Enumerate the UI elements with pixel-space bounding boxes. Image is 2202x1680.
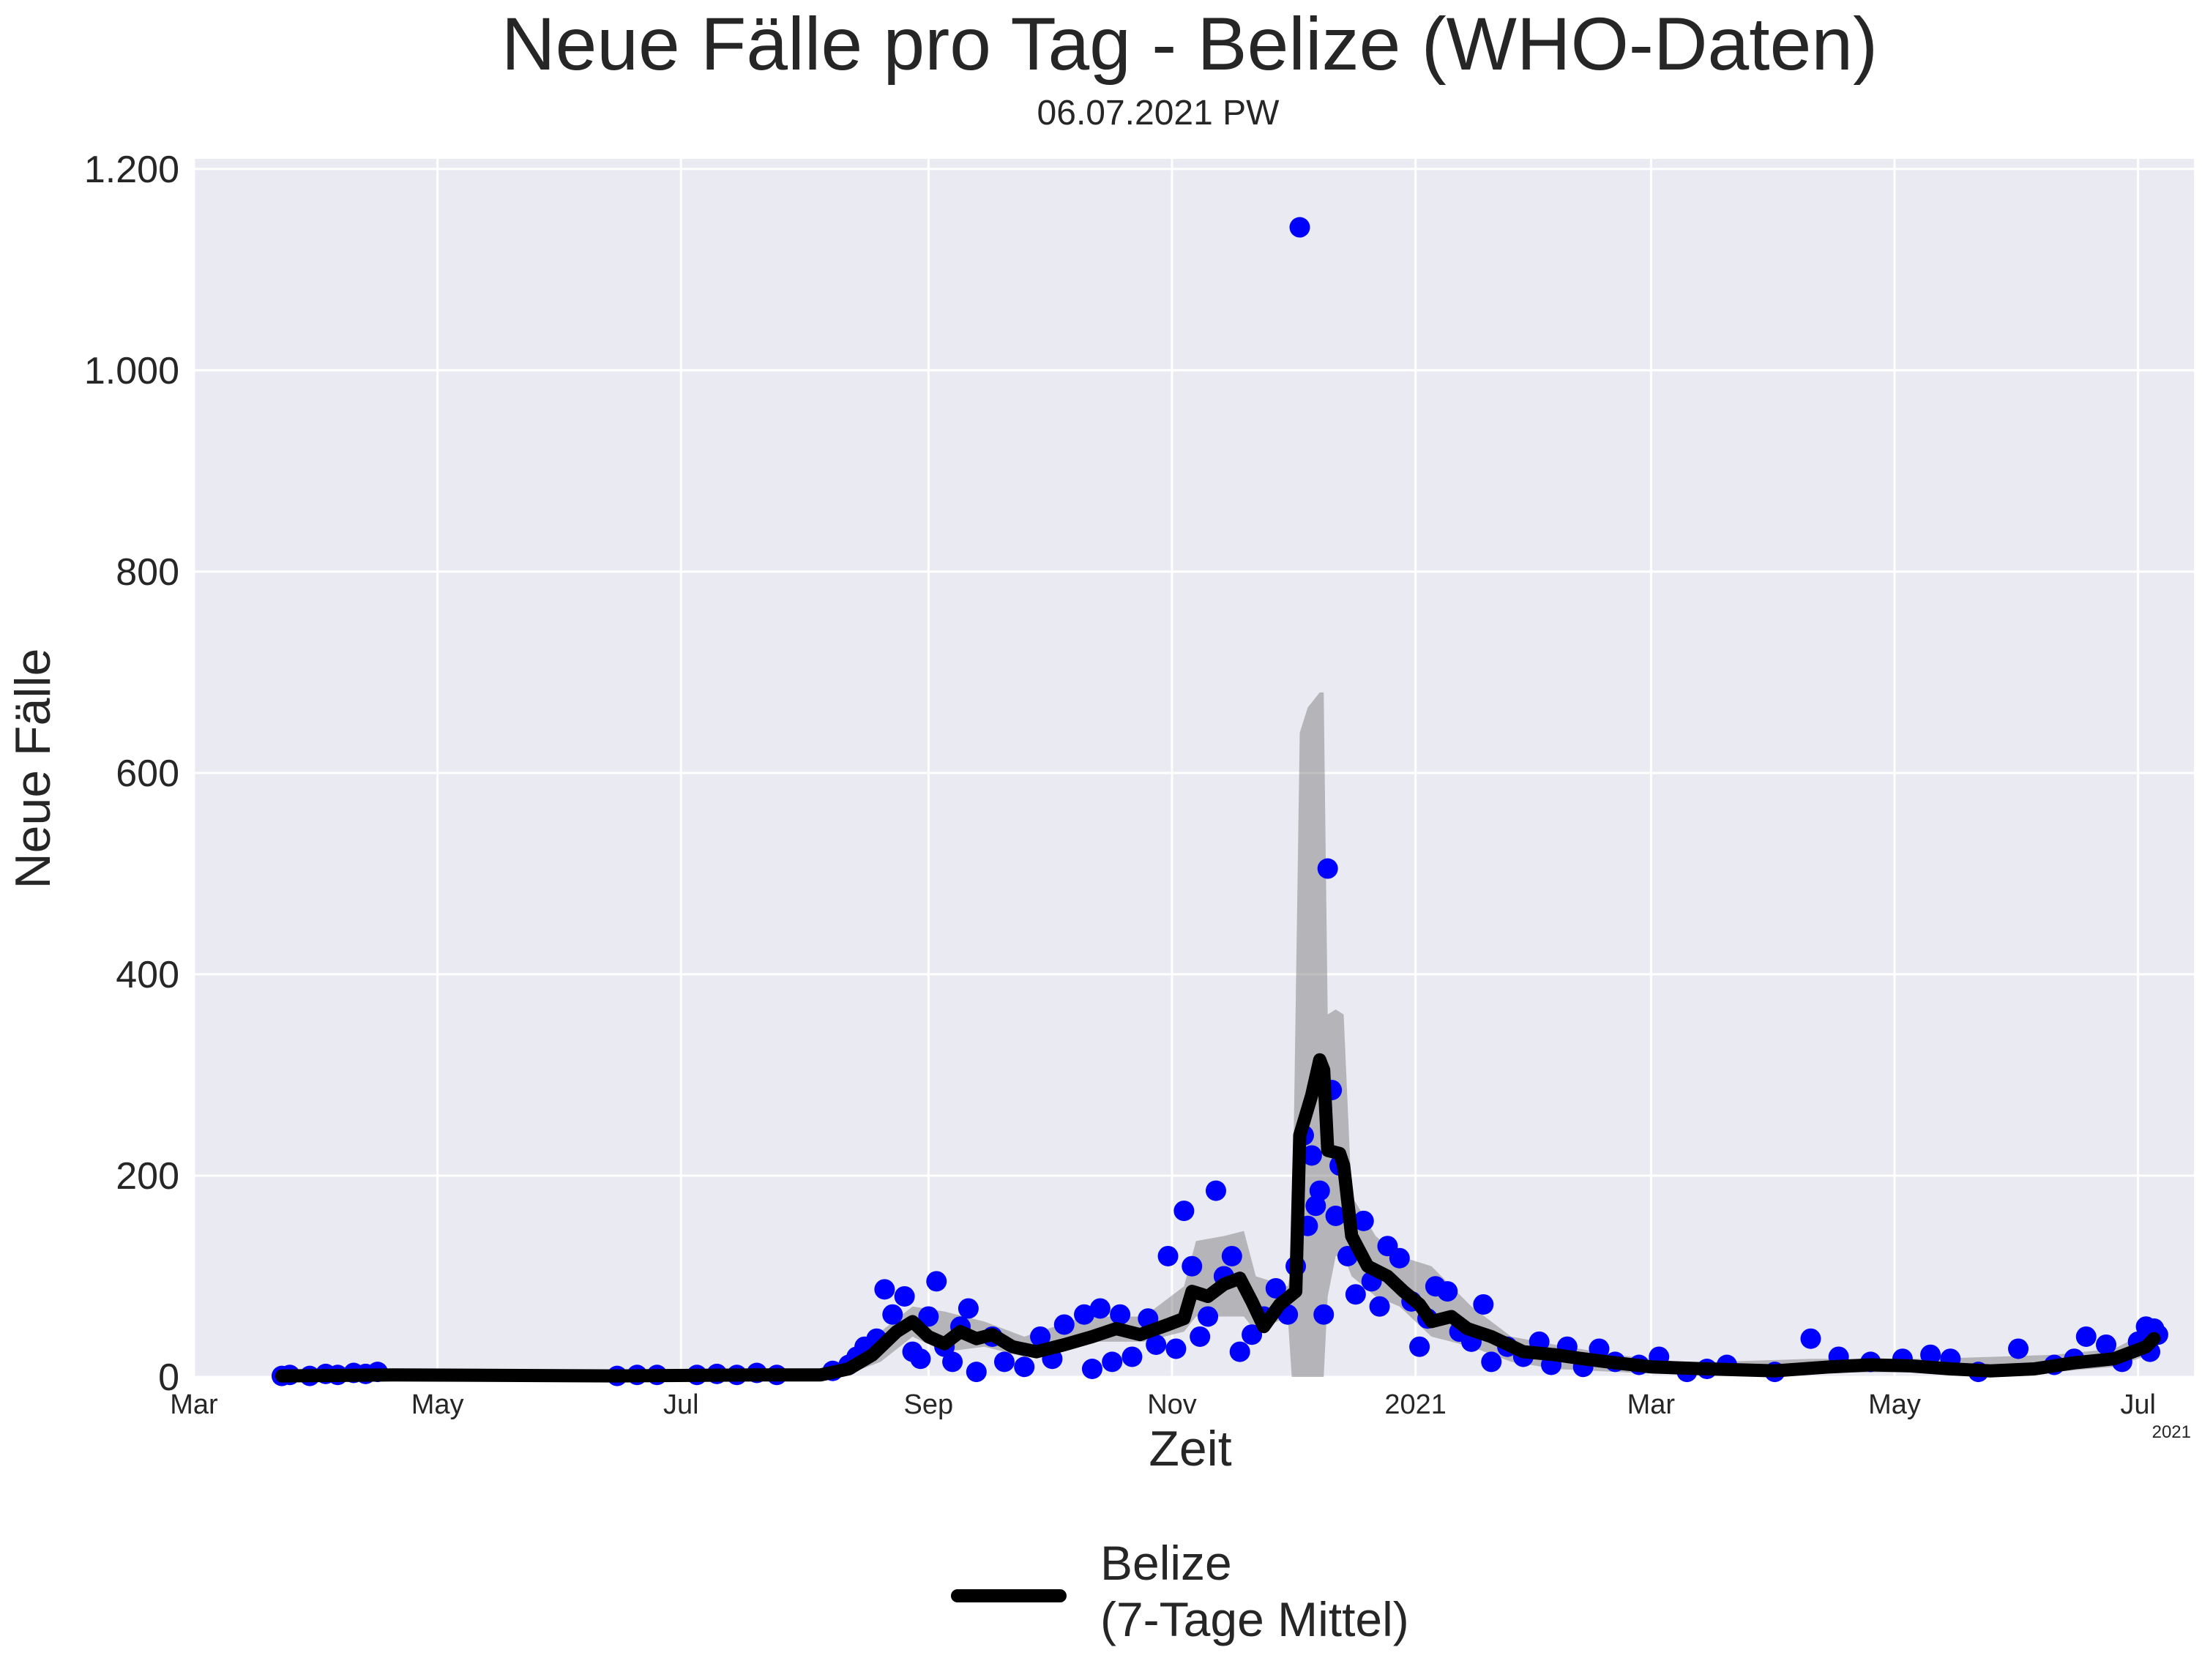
data-point [1121,1346,1143,1367]
x-axis-label: Zeit [1149,1421,1231,1476]
data-point [1920,1344,1941,1365]
chart-title: Neue Fälle pro Tag - Belize (WHO-Daten) [501,2,1878,86]
data-point [1301,1145,1322,1166]
y-axis-label: Neue Fälle [5,649,61,889]
chart-subtitle: 06.07.2021 PW [1037,94,1280,132]
data-point [958,1298,979,1319]
data-point [966,1362,987,1383]
legend: Belize (7-Tage Mittel) [951,1536,1409,1646]
data-point [1221,1245,1242,1266]
data-point [918,1306,939,1327]
y-tick-label: 0 [158,1356,179,1399]
data-point [1081,1358,1102,1379]
data-point [1089,1298,1111,1319]
data-point [910,1348,931,1370]
data-point [1190,1326,1211,1347]
x-tick-label: Sep [904,1389,954,1420]
data-point [1014,1356,1035,1378]
data-point [1074,1304,1095,1325]
x-tick-label: Mar [170,1389,218,1420]
x-tick-label: Jul [2120,1389,2156,1420]
data-point [1157,1245,1179,1266]
x-offset-label: 2021 [2152,1422,2191,1442]
data-point [1110,1304,1131,1325]
data-point [1289,217,1310,238]
data-point [874,1279,895,1300]
data-point [1317,858,1338,879]
data-point [1309,1180,1330,1201]
data-point [2008,1338,2029,1359]
x-tick-label: 2021 [1384,1389,1447,1420]
data-point [1205,1180,1226,1201]
data-point [1102,1351,1123,1373]
data-point [1229,1341,1250,1362]
y-axis-ticks: 0 200 400 600 800 1.000 1.200 [84,149,179,1399]
data-point [894,1285,915,1307]
data-point [1198,1306,1219,1327]
x-tick-label: May [1868,1389,1921,1420]
plot-area [194,159,2194,1377]
x-axis-ticks: Mar May Jul Sep Nov 2021 Mar May Jul [170,1389,2156,1420]
y-tick-label: 200 [116,1155,179,1198]
data-point [1242,1324,1263,1345]
data-point [1369,1296,1390,1317]
y-tick-label: 1.200 [84,149,179,191]
data-point [942,1351,963,1373]
y-tick-label: 800 [116,551,179,594]
x-tick-label: Jul [663,1389,699,1420]
data-point [1345,1284,1366,1305]
data-point [1481,1351,1502,1373]
data-point [1030,1326,1051,1347]
data-point [993,1351,1015,1373]
data-point [1353,1210,1374,1231]
x-tick-label: May [411,1389,464,1420]
y-tick-label: 600 [116,753,179,795]
data-point [1800,1328,1821,1349]
line-layer [275,1053,2161,1383]
data-point [1053,1314,1075,1335]
grid [193,159,2194,1378]
data-point [1437,1281,1458,1302]
data-point [1325,1205,1346,1226]
data-point [1409,1336,1430,1357]
legend-label-line1: Belize [1100,1536,1232,1590]
data-point [1173,1201,1195,1222]
data-point [2096,1334,2117,1355]
legend-label-line2: (7-Tage Mittel) [1100,1592,1409,1646]
data-point [1165,1338,1187,1359]
data-point [1313,1304,1335,1325]
data-point [1146,1334,1167,1355]
x-tick-label: Nov [1147,1389,1197,1420]
data-point [1473,1293,1494,1315]
data-point [1182,1255,1203,1277]
x-tick-label: Mar [1627,1389,1676,1420]
y-tick-label: 400 [116,954,179,996]
data-point [926,1271,947,1292]
data-point [882,1304,903,1325]
data-point [1389,1247,1410,1269]
data-point [1265,1277,1286,1299]
data-point [2075,1326,2097,1347]
series-line [275,1053,2161,1383]
y-tick-label: 1.000 [84,350,179,392]
